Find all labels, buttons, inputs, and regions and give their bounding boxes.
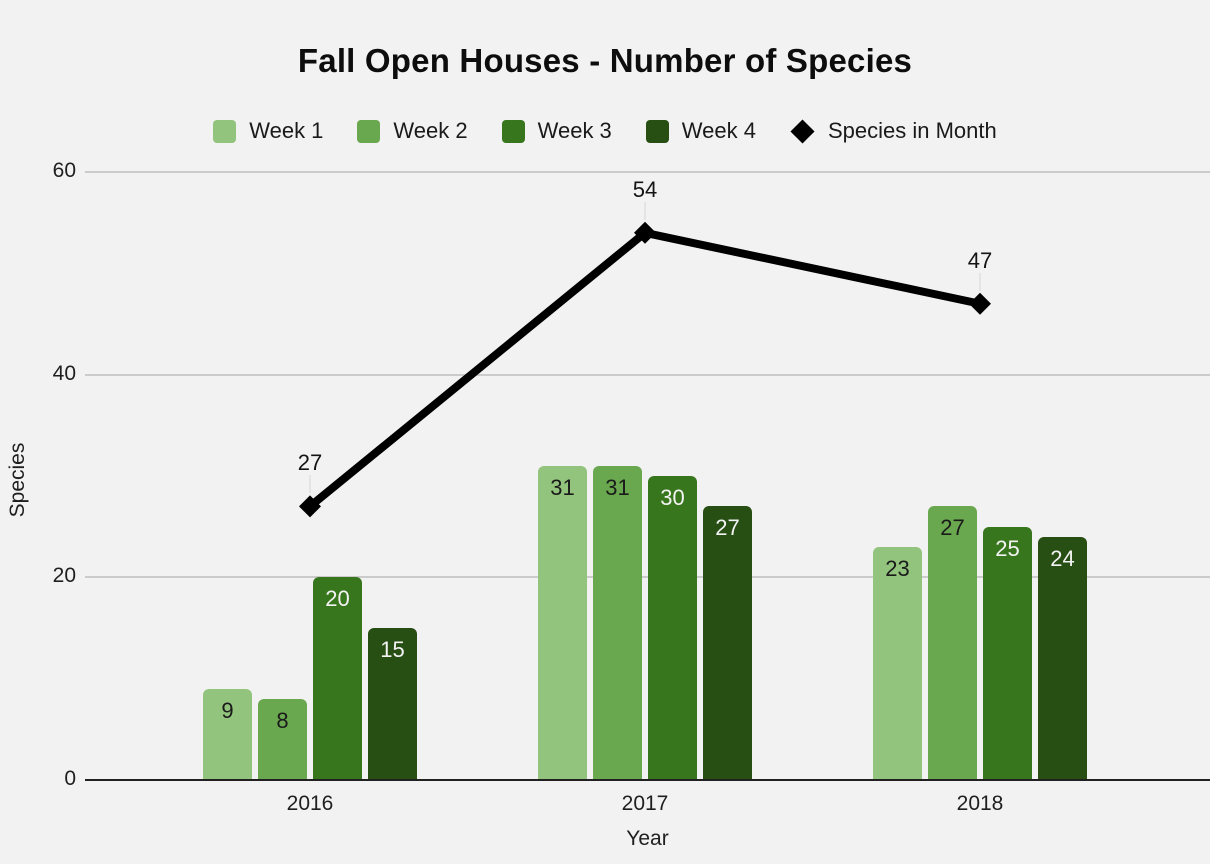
line-marker-diamond — [634, 221, 656, 244]
bar-week4-2017 — [703, 506, 752, 780]
chart-title: Fall Open Houses - Number of Species — [297, 42, 913, 79]
bar-week1-2017 — [538, 465, 587, 780]
legend-swatch-icon — [645, 119, 669, 143]
bar-value-label: 23 — [885, 555, 910, 581]
bar-value-label: 31 — [605, 474, 630, 500]
bar-week3-2016 — [313, 577, 362, 780]
y-axis-title: Species — [6, 442, 29, 518]
gridline — [85, 576, 1210, 579]
x-axis-line — [85, 779, 1210, 781]
line-marker-diamond — [969, 292, 991, 315]
legend-item-week-4: Week 4 — [645, 118, 756, 144]
label-callout-line — [979, 272, 981, 291]
line-value-label: 54 — [632, 176, 658, 202]
gridline — [85, 373, 1210, 376]
bar-value-label: 27 — [940, 515, 965, 541]
y-tick-label: 20 — [52, 564, 76, 588]
bar-week2-2016 — [258, 698, 307, 780]
legend-label: Week 4 — [681, 118, 756, 143]
legend-diamond-icon — [790, 118, 815, 144]
bar-value-label: 8 — [276, 707, 289, 733]
legend: Week 1 Week 2 Week 3 Week 4 Species in Month — [0, 114, 1210, 148]
line-marker-diamond — [299, 495, 321, 518]
bar-value-label: 30 — [660, 485, 685, 510]
label-callout-line — [644, 201, 646, 220]
legend-item-week-1: Week 1 — [213, 118, 323, 144]
bar-value-label: 20 — [325, 586, 350, 612]
line-value-label: 27 — [297, 450, 323, 476]
legend-item-species-in-month: Species in Month — [790, 118, 997, 144]
bar-week4-2016 — [368, 628, 417, 780]
y-tick-label: 40 — [52, 361, 76, 385]
x-tick-label: 2016 — [286, 792, 334, 815]
bar-week3-2017 — [648, 476, 697, 780]
legend-swatch-icon — [213, 119, 237, 143]
bar-week1-2016 — [203, 688, 252, 780]
legend-swatch-icon — [501, 119, 525, 143]
x-tick-label: 2018 — [956, 792, 1004, 815]
bar-value-label: 24 — [1050, 545, 1075, 571]
bar-value-label: 9 — [221, 697, 234, 723]
y-tick-label: 0 — [64, 767, 76, 790]
legend-label: Week 2 — [393, 118, 468, 143]
legend-label: Species in Month — [827, 118, 997, 143]
legend-label: Week 1 — [249, 118, 324, 143]
y-tick-label: 60 — [52, 159, 76, 182]
legend-label: Week 3 — [537, 118, 612, 143]
legend-item-week-3: Week 3 — [501, 118, 612, 144]
bar-week2-2018 — [928, 506, 977, 780]
legend-swatch-icon — [357, 119, 381, 143]
bar-week1-2018 — [873, 546, 922, 780]
bar-week3-2018 — [983, 526, 1032, 780]
bar-week2-2017 — [593, 465, 642, 780]
label-callout-line — [309, 475, 311, 494]
gridline — [85, 171, 1210, 173]
x-tick-label: 2017 — [621, 792, 669, 815]
bar-value-label: 31 — [550, 474, 575, 500]
bar-value-label: 27 — [715, 515, 740, 541]
x-axis-title: Year — [626, 827, 669, 850]
bar-value-label: 25 — [995, 535, 1020, 561]
legend-item-week-2: Week 2 — [357, 118, 468, 144]
bar-value-label: 15 — [380, 637, 405, 662]
bar-week4-2018 — [1038, 536, 1087, 780]
line-value-label: 47 — [967, 247, 993, 273]
